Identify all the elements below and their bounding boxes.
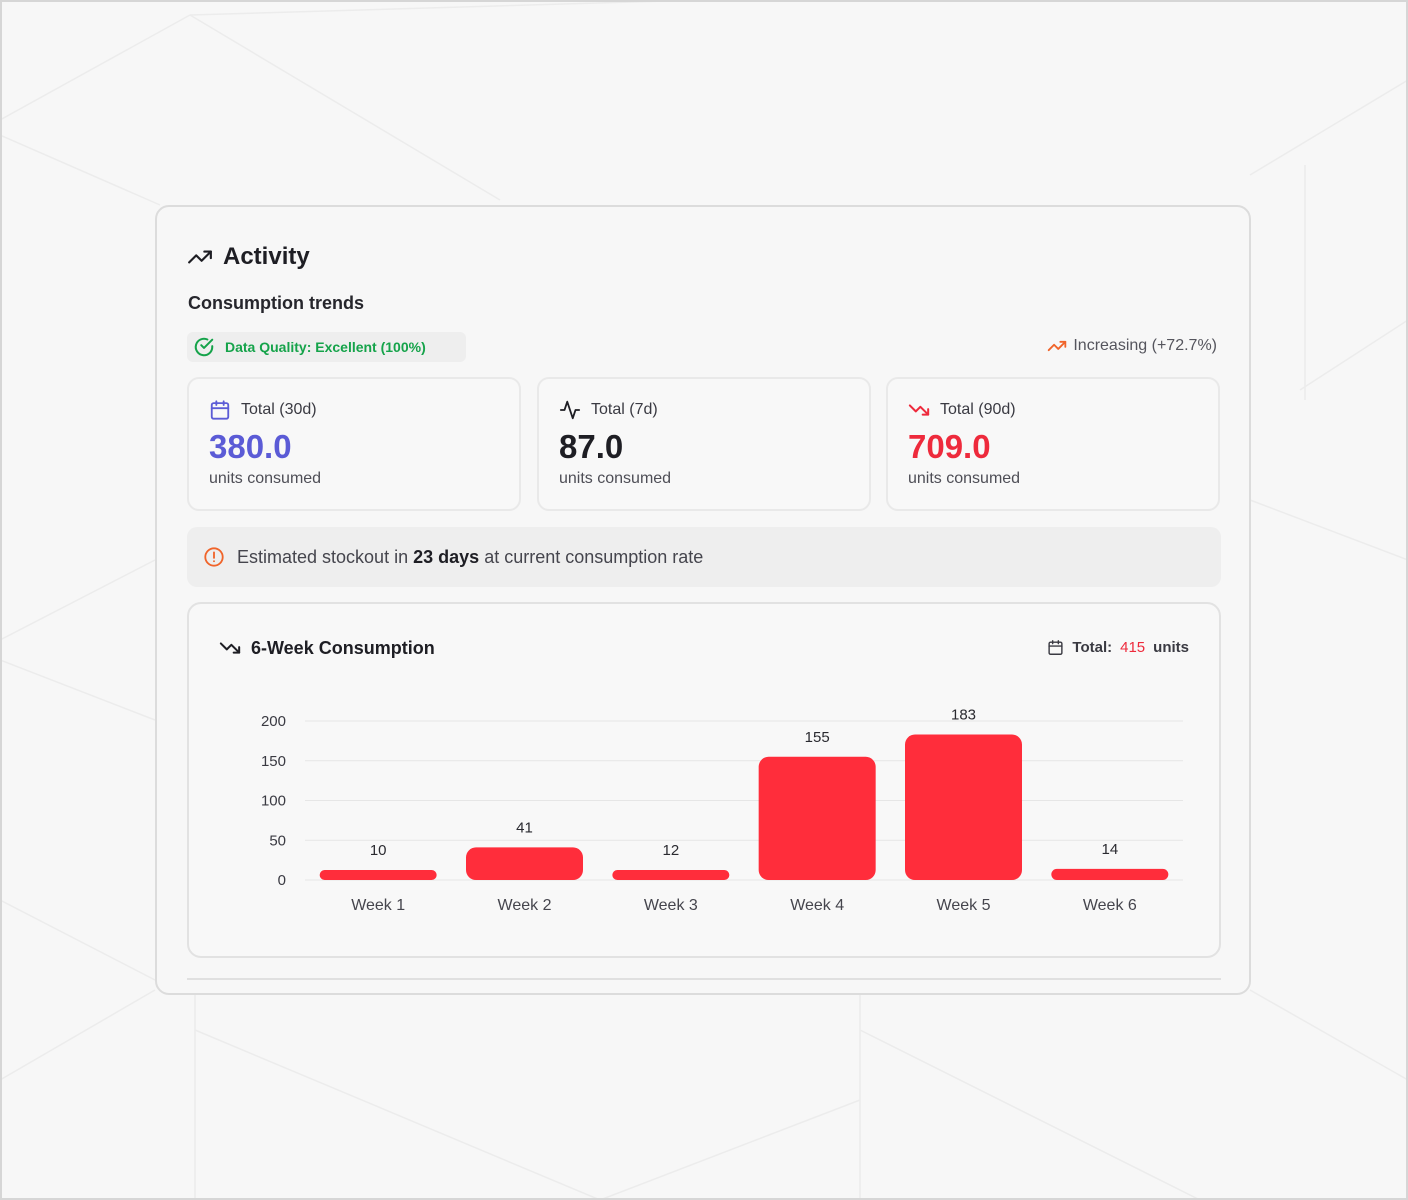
check-circle-icon <box>194 337 214 357</box>
chart-header: 6-Week Consumption <box>219 637 435 659</box>
trend-indicator: Increasing (+72.7%) <box>1047 336 1217 356</box>
stat-label: Total (90d) <box>940 401 1016 418</box>
chart-card: 6-Week Consumption Total: 415 units 0 50 1… <box>187 602 1221 958</box>
card-title: Activity <box>223 243 310 270</box>
stat-unit: units consumed <box>908 470 1021 487</box>
stat-card-90d: Total (90d) 709.0 units consumed <box>886 377 1220 511</box>
stat-label: Total (30d) <box>241 401 317 418</box>
stat-card-7d: Total (7d) 87.0 units consumed <box>537 377 871 511</box>
trending-down-icon <box>219 642 241 654</box>
x-tick-label: Week 1 <box>351 897 405 914</box>
stockout-alert: Estimated stockout in 23 days at current… <box>187 527 1221 587</box>
bar <box>758 756 876 880</box>
card-header: Activity <box>187 243 310 271</box>
chart-title: 6-Week Consumption <box>251 637 435 658</box>
stat-value: 380.0 <box>209 428 292 465</box>
stat-value: 87.0 <box>559 428 624 465</box>
data-label: 183 <box>951 707 976 724</box>
bar <box>905 734 1022 880</box>
data-label: 10 <box>370 842 387 859</box>
card-subtitle: Consumption trends <box>188 293 364 313</box>
chart-total-value: 415 <box>1120 639 1146 656</box>
chart-total-label: Total: <box>1072 639 1113 656</box>
chart-total: Total: 415 units <box>1047 639 1189 656</box>
stockout-text: Estimated stockout in 23 days at current… <box>237 546 704 567</box>
stat-label: Total (7d) <box>591 401 658 418</box>
y-tick-label: 100 <box>261 793 286 810</box>
stat-unit: units consumed <box>209 470 322 487</box>
activity-icon <box>559 400 581 420</box>
data-label: 41 <box>516 819 533 836</box>
data-label: 155 <box>805 729 830 746</box>
x-tick-label: Week 6 <box>1083 897 1137 914</box>
data-label: 12 <box>662 842 679 859</box>
trending-up-icon <box>1048 340 1067 352</box>
data-label: 14 <box>1101 841 1118 858</box>
stat-value: 709.0 <box>908 428 991 465</box>
x-tick-label: Week 4 <box>790 897 844 914</box>
bar <box>612 870 730 880</box>
y-tick-label: 150 <box>261 753 286 770</box>
divider <box>187 978 1221 980</box>
trending-up-icon <box>188 250 212 264</box>
chart-total-unit: units <box>1153 639 1189 656</box>
bar <box>319 870 437 880</box>
bar <box>466 847 583 880</box>
activity-card: Activity Consumption trends Data Quality… <box>155 205 1251 995</box>
trend-label: Increasing (+72.7%) <box>1073 337 1217 354</box>
bar-chart: 0 50 100 150 200 10 Week 1 41 Week 2 12 Week 3 155 W… <box>261 707 1183 914</box>
calendar-icon <box>1048 640 1063 655</box>
calendar-icon <box>210 400 230 420</box>
y-tick-label: 200 <box>261 713 286 730</box>
x-tick-label: Week 3 <box>644 897 698 914</box>
y-tick-label: 50 <box>269 832 286 849</box>
data-quality-badge: Data Quality: Excellent (100%) <box>187 332 466 362</box>
stockout-days: 23 days <box>413 546 480 567</box>
stat-unit: units consumed <box>559 470 672 487</box>
alert-circle-icon <box>204 547 224 567</box>
trending-down-icon <box>908 404 930 416</box>
x-tick-label: Week 5 <box>937 897 991 914</box>
y-tick-label: 0 <box>278 872 286 889</box>
bar <box>1051 868 1169 880</box>
x-tick-label: Week 2 <box>498 897 552 914</box>
data-quality-label: Data Quality: Excellent (100%) <box>225 339 426 355</box>
stat-card-30d: Total (30d) 380.0 units consumed <box>187 377 521 511</box>
